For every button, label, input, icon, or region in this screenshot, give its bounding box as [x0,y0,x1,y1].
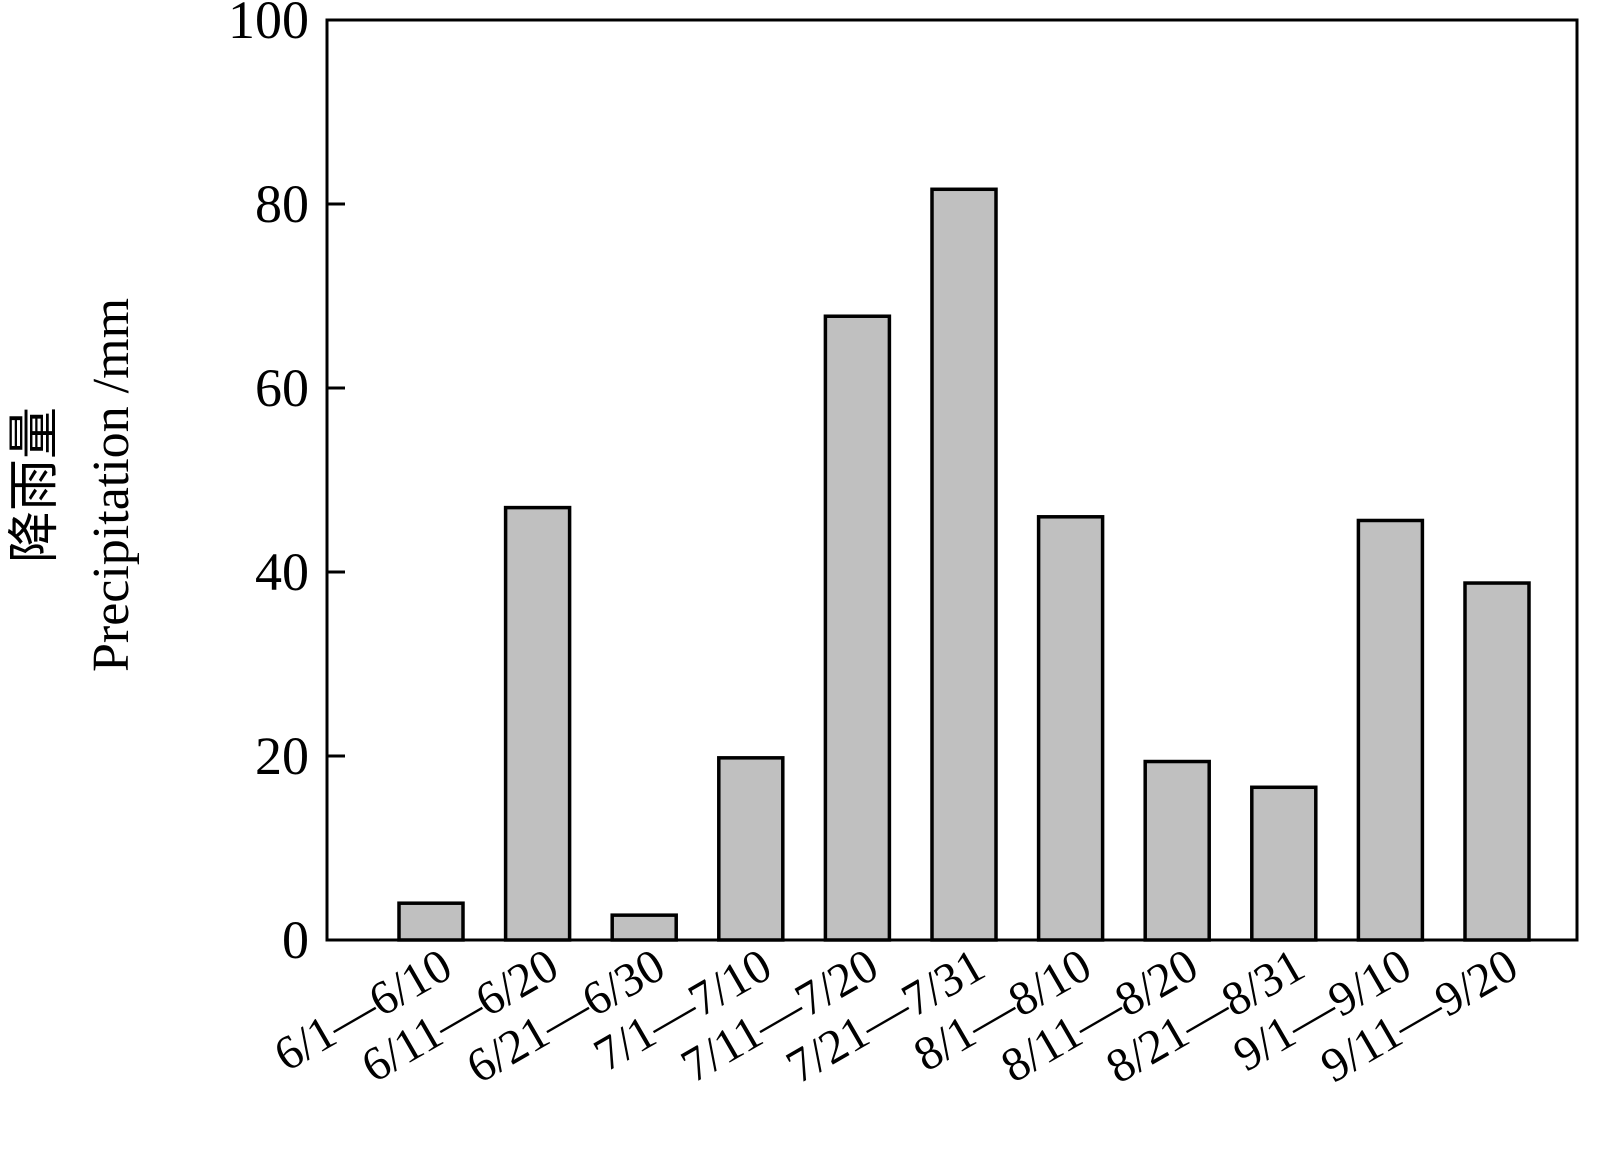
y-axis-label-chinese: 降雨量 [7,407,64,563]
y-axis-label-english: Precipitation /mm [83,298,140,672]
bar [823,314,892,942]
y-axis-ticks: 0 20 40 60 80 100 [228,0,345,970]
bars [397,187,1531,942]
bar [717,756,785,942]
bar [397,901,465,942]
y-tick-label: 20 [255,726,309,786]
bar [610,913,678,942]
plot-area-frame [325,18,1579,942]
x-axis-category-labels: 6/1—6/106/11—6/206/21—6/307/1—7/107/11—7… [265,939,1526,1094]
bar [503,505,572,942]
bar [1463,581,1531,942]
bar [930,187,998,942]
y-axis-label: 降雨量 Precipitation /mm [7,298,140,672]
bar [1143,759,1211,942]
bar [1356,518,1425,942]
bar [1250,785,1318,942]
y-tick-label: 80 [255,174,309,234]
y-tick-label: 0 [282,910,309,970]
y-tick-label: 100 [228,0,309,50]
bar [1036,515,1105,942]
y-tick-label: 40 [255,542,309,602]
y-tick-label: 60 [255,358,309,418]
